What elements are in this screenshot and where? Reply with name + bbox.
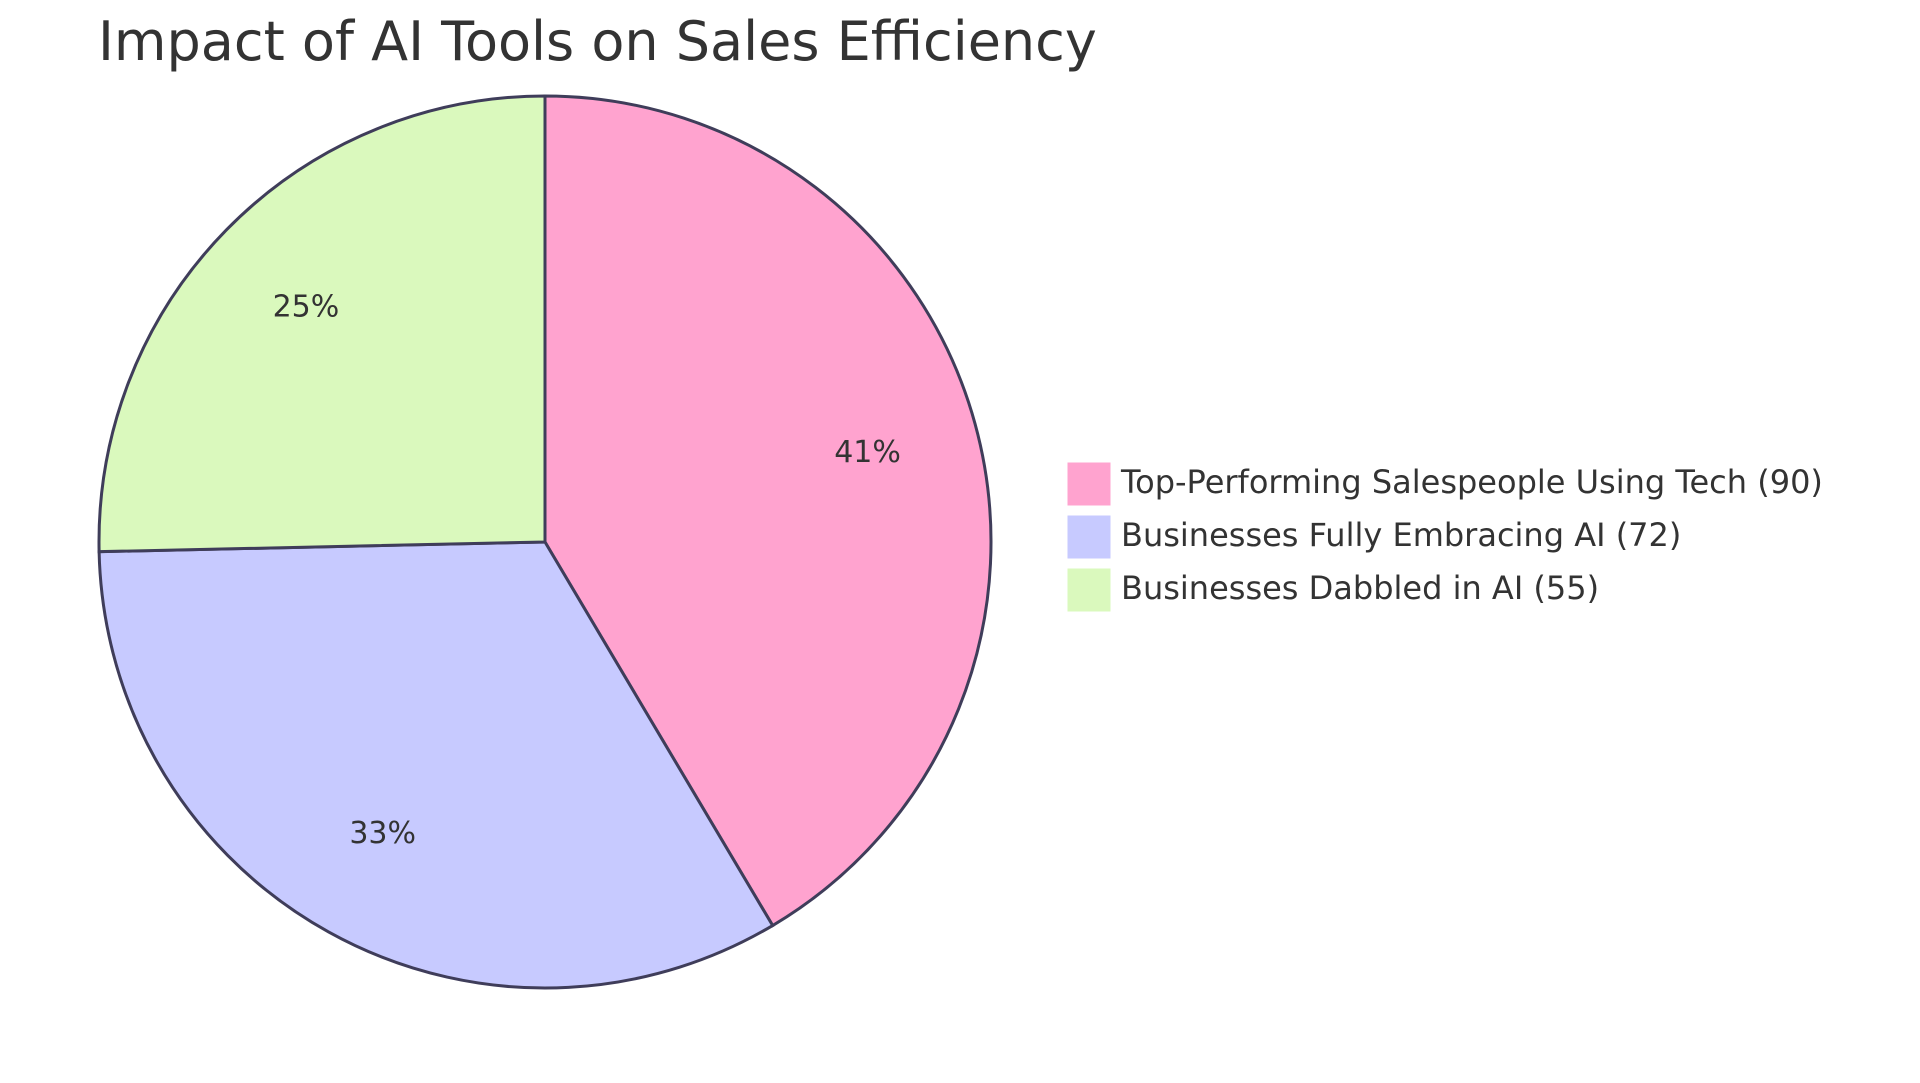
legend-swatch-3 (1066, 567, 1112, 613)
legend-entry-1: Top-Performing Salespeople Using Tech (9… (1120, 463, 1823, 501)
legend: Top-Performing Salespeople Using Tech (9… (1066, 461, 1823, 613)
pie-slice-1 (543, 94, 993, 928)
pie-slice-3 (97, 94, 547, 554)
legend-entry-2: Businesses Fully Embracing AI (72) (1121, 516, 1681, 554)
legend-swatch-1 (1066, 461, 1112, 507)
slice-percent-label: 41% (834, 435, 901, 470)
pie-slice-2 (97, 540, 775, 990)
legend-swatch-2 (1066, 514, 1112, 560)
slice-percent-label: 25% (273, 290, 340, 325)
pie-slices (97, 94, 993, 990)
legend-entry-3: Businesses Dabbled in AI (55) (1121, 569, 1599, 607)
chart-title: Impact of AI Tools on Sales Efficiency (98, 10, 1097, 73)
slice-labels: 41% 33% 25% (273, 290, 901, 851)
slice-percent-label: 33% (349, 816, 416, 851)
